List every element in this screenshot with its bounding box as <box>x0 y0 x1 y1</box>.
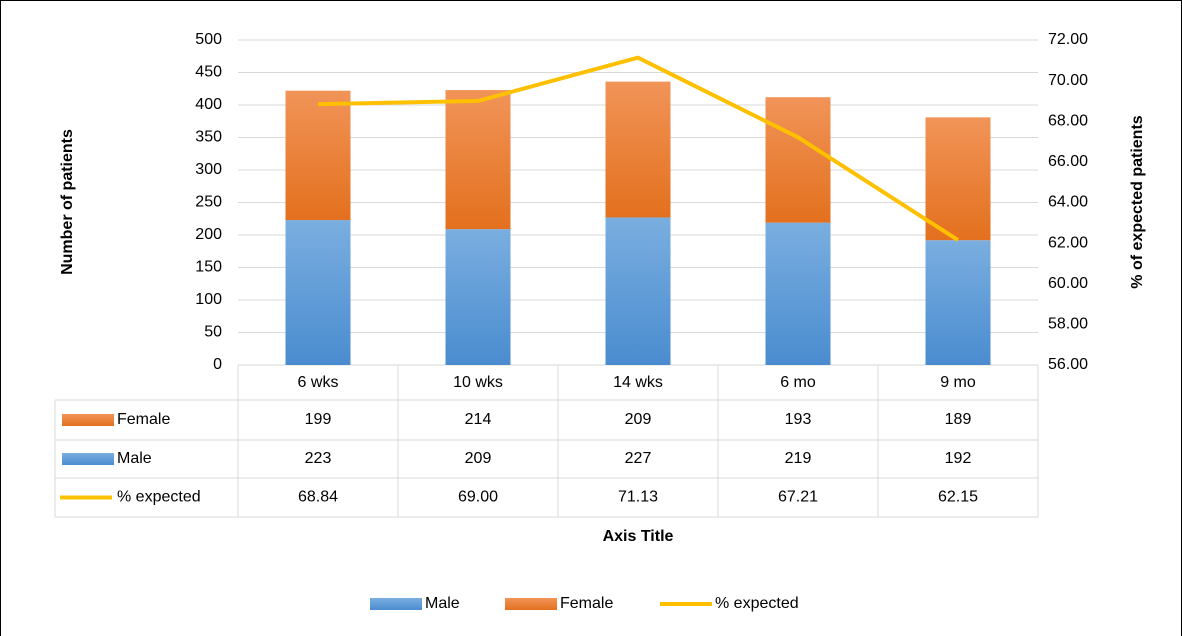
y-tick-label: 400 <box>195 96 222 113</box>
legend-label: Female <box>560 595 613 612</box>
table-row-label: Male <box>117 450 152 467</box>
y-axis-label: Number of patients <box>59 129 76 275</box>
bar <box>285 90 351 221</box>
x-tick-label: 9 mo <box>940 374 976 391</box>
bar <box>605 217 671 365</box>
table-cell: 199 <box>305 411 332 428</box>
table-legend-key <box>62 453 114 465</box>
y2-tick-label: 68.00 <box>1048 112 1088 129</box>
x-tick-label: 10 wks <box>453 374 503 391</box>
table-cell: 193 <box>785 411 812 428</box>
x-tick-label: 14 wks <box>613 374 663 391</box>
legend-label: Male <box>425 595 460 612</box>
y2-tick-label: 60.00 <box>1048 275 1088 292</box>
table-cell: 223 <box>305 450 332 467</box>
table-cell: 214 <box>465 411 492 428</box>
table-cell: 68.84 <box>298 489 338 506</box>
table-cell: 227 <box>625 450 652 467</box>
line <box>317 55 960 242</box>
y2-tick-label: 62.00 <box>1048 234 1088 251</box>
bar <box>765 97 831 223</box>
y2-tick-label: 56.00 <box>1048 356 1088 373</box>
y2-tick-label: 64.00 <box>1048 194 1088 211</box>
y-tick-label: 300 <box>195 161 222 178</box>
bar <box>605 81 671 218</box>
legend-label: % expected <box>715 595 799 612</box>
y-tick-label: 100 <box>195 291 222 308</box>
legend-key <box>505 598 557 610</box>
table-cell: 69.00 <box>458 489 498 506</box>
bar <box>925 240 991 365</box>
table-cell: 62.15 <box>938 489 978 506</box>
y2-tick-label: 70.00 <box>1048 72 1088 89</box>
table-cell: 189 <box>945 411 972 428</box>
table-cell: 209 <box>625 411 652 428</box>
table-cell: 192 <box>945 450 972 467</box>
bar <box>765 222 831 365</box>
y-tick-label: 0 <box>213 356 222 373</box>
x-axis-label: Axis Title <box>603 528 674 545</box>
y-tick-label: 50 <box>204 324 222 341</box>
y2-axis-label: % of expected patients <box>1129 115 1146 288</box>
table-legend-key <box>62 414 114 426</box>
bar <box>925 117 991 241</box>
table-cell: 67.21 <box>778 489 818 506</box>
table-row-label: % expected <box>117 489 201 506</box>
x-tick-label: 6 wks <box>298 374 339 391</box>
y-tick-label: 200 <box>195 226 222 243</box>
y-tick-label: 250 <box>195 194 222 211</box>
table-cell: 219 <box>785 450 812 467</box>
y2-tick-label: 66.00 <box>1048 153 1088 170</box>
x-tick-label: 6 mo <box>780 374 816 391</box>
table-cell: 209 <box>465 450 492 467</box>
table-cell: 71.13 <box>618 489 658 506</box>
bar <box>445 90 511 230</box>
y2-tick-label: 72.00 <box>1048 31 1088 48</box>
bar <box>285 220 351 365</box>
y-tick-label: 500 <box>195 31 222 48</box>
y-tick-label: 150 <box>195 259 222 276</box>
bar <box>445 229 511 365</box>
legend-key <box>370 598 422 610</box>
y-tick-label: 450 <box>195 64 222 81</box>
table-row-label: Female <box>117 411 170 428</box>
y-tick-label: 350 <box>195 129 222 146</box>
y2-tick-label: 58.00 <box>1048 316 1088 333</box>
